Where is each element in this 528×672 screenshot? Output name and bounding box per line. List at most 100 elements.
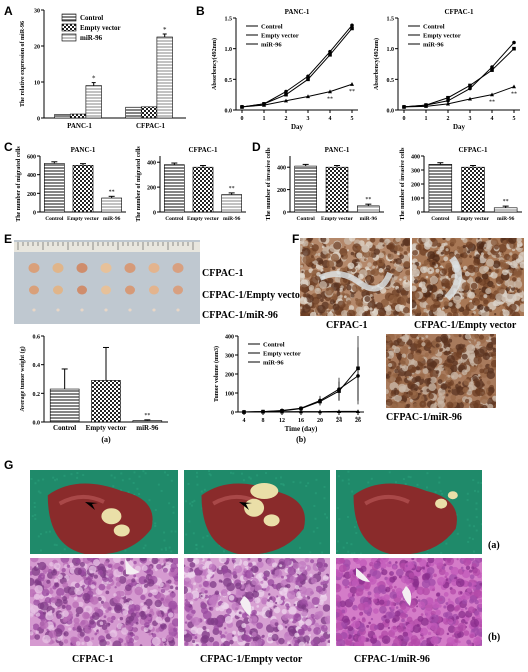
tissue-cell [231, 558, 235, 560]
tissue-cell [135, 621, 139, 625]
drape-texture [48, 530, 51, 533]
tissue-cell [475, 348, 485, 358]
tissue-cell [309, 287, 313, 291]
tissue-cell [488, 238, 492, 240]
chart-title: PANC-1 [325, 146, 350, 154]
tissue-cell [387, 253, 394, 260]
tissue-cell [469, 633, 474, 638]
significance-mark: ** [109, 189, 115, 195]
tissue-cell [366, 624, 370, 628]
tissue-cell [447, 598, 451, 601]
tissue-cell [89, 616, 93, 620]
tissue-cell [169, 585, 174, 590]
tissue-cell [221, 602, 229, 609]
tissue-cell [406, 403, 411, 408]
tissue-cell [133, 560, 137, 565]
drape-texture [404, 483, 407, 486]
tissue-cell [516, 241, 523, 248]
drape-texture [445, 542, 448, 545]
drape-texture [170, 550, 173, 553]
tissue-cell [30, 558, 39, 563]
drape-texture [76, 476, 79, 479]
tissue-cell [419, 643, 423, 646]
tissue-cell [361, 618, 366, 623]
bar [85, 85, 102, 119]
tissue-cell [233, 558, 243, 567]
tissue-cell [510, 260, 518, 269]
tissue-cell [473, 258, 481, 266]
tissue-cell [105, 609, 109, 613]
tissue-cell [82, 575, 87, 580]
bar [163, 164, 185, 213]
tumor [173, 285, 183, 295]
tissue-cell [218, 558, 227, 564]
tissue-cell [341, 609, 346, 614]
tissue-cell [461, 252, 468, 259]
drape-texture [323, 485, 326, 488]
tissue-cell [54, 635, 58, 639]
tumor [53, 285, 63, 295]
tissue-cell [69, 562, 74, 568]
drape-texture [33, 501, 36, 504]
tissue-cell [279, 564, 283, 568]
tissue-cell [396, 626, 404, 633]
tissue-cell [445, 346, 451, 352]
bar [140, 106, 158, 119]
tissue-cell [326, 642, 330, 646]
tissue-cell [235, 591, 243, 599]
tissue-cell [82, 593, 91, 601]
category-label: CFPAC-1 [136, 122, 166, 130]
tissue-cell [445, 558, 455, 566]
tissue-cell [422, 367, 429, 374]
tissue-cell [322, 575, 329, 581]
tissue-cell [171, 618, 178, 627]
tissue-cell [118, 575, 127, 584]
tissue-cell [378, 268, 384, 273]
tissue-cell [490, 337, 496, 345]
tissue-cell [165, 558, 169, 562]
tissue-cell [385, 618, 390, 624]
tissue-cell [229, 639, 234, 645]
data-point [306, 94, 310, 99]
tissue-cell [147, 616, 151, 620]
tissue-cell [429, 304, 438, 312]
drape-texture [154, 522, 157, 525]
legend-label: miR-96 [423, 42, 444, 49]
legend-label: miR-96 [263, 360, 284, 367]
tissue-cell [148, 632, 152, 636]
tumor-nodule [435, 498, 448, 509]
drape-texture [347, 482, 350, 485]
tissue-cell [444, 571, 449, 576]
tissue-cell [428, 271, 431, 275]
data-point [328, 53, 332, 57]
tissue-cell [503, 253, 511, 261]
tissue-cell [336, 638, 346, 646]
tissue-cell [386, 374, 390, 379]
tissue-cell [106, 585, 111, 590]
drape-texture [208, 470, 211, 473]
tissue-cell [457, 359, 463, 364]
tissue-cell [311, 577, 318, 584]
tissue-cell [476, 272, 482, 278]
tissue-cell [413, 279, 419, 284]
tissue-cell [412, 308, 418, 316]
tissue-cell [105, 590, 110, 595]
tissue-cell [421, 342, 426, 347]
data-point [512, 84, 516, 89]
drape-texture [160, 548, 163, 551]
tissue-cell [437, 400, 446, 408]
tissue-cell [105, 641, 110, 646]
tissue-cell [389, 576, 396, 583]
tissue-cell [336, 612, 340, 618]
panel-letter-f: F [292, 232, 300, 246]
tissue-cell [393, 310, 399, 316]
x-tick-label: 0 [241, 116, 244, 122]
tissue-cell [208, 607, 212, 610]
tissue-cell [405, 335, 410, 339]
tissue-cell [45, 612, 54, 621]
tissue-cell [74, 582, 80, 588]
tissue-cell [446, 636, 455, 645]
tissue-cell [357, 245, 362, 250]
tissue-cell [294, 640, 298, 644]
tissue-cell [96, 629, 99, 632]
